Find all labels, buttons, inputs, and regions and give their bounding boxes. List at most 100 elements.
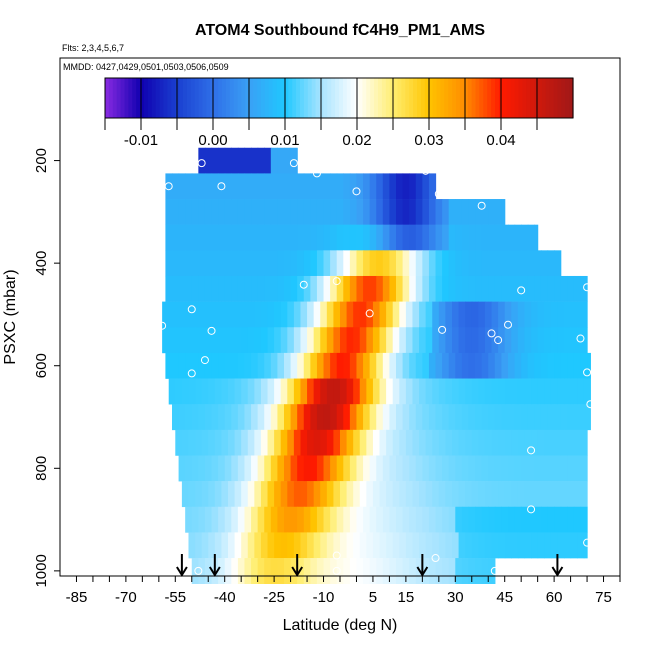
heatmap-cell (336, 506, 344, 533)
heatmap-cell (547, 506, 555, 533)
observation-point (487, 329, 496, 338)
heatmap-cell (491, 532, 499, 559)
heatmap-cell (310, 558, 318, 584)
heatmap-cell (211, 250, 219, 277)
heatmap-cell (297, 352, 305, 379)
colorbar-swatch (249, 78, 254, 118)
heatmap-cell (218, 455, 226, 482)
colorbar-tick-label: 0.03 (414, 132, 443, 149)
heatmap-cell (550, 481, 559, 508)
heatmap-cell (372, 327, 381, 354)
colorbar-swatch (358, 78, 363, 118)
heatmap-cell (419, 378, 427, 405)
colorbar-swatch (424, 78, 430, 118)
heatmap-cell (251, 558, 259, 584)
heatmap-cell (303, 173, 311, 200)
observation-point (576, 334, 585, 343)
x-axis: -85 -70 -55 -40 -25 -10 5 15 30 45 60 75 (66, 575, 621, 606)
heatmap-cell (323, 558, 331, 584)
heatmap-cell (297, 224, 305, 251)
heatmap-cell (287, 532, 295, 559)
colorbar-swatch (448, 78, 453, 118)
heatmap-cell (303, 558, 311, 584)
heatmap-cell (346, 429, 354, 456)
heatmap-cell (280, 327, 288, 354)
heatmap-cell (277, 224, 285, 251)
heatmap-cell (484, 327, 493, 354)
heatmap-cell (290, 455, 298, 482)
heatmap-cell (564, 532, 572, 559)
heatmap-cell (564, 378, 572, 405)
heatmap-cell (435, 506, 443, 533)
heatmap-cell (211, 455, 219, 482)
heatmap-cell (419, 532, 427, 559)
heatmap-cell (567, 352, 575, 379)
heatmap-cell (320, 429, 328, 456)
heatmap-cell (264, 224, 272, 251)
heatmap-cells (162, 147, 591, 584)
heatmap-cell (343, 404, 351, 431)
heatmap-cell (419, 301, 427, 328)
heatmap-cell (172, 275, 180, 302)
heatmap-cell (274, 301, 282, 328)
heatmap-cell (550, 378, 559, 405)
heatmap-cell (458, 481, 466, 508)
heatmap-cell (514, 250, 522, 277)
heatmap-cell (564, 301, 572, 328)
heatmap-cell (191, 404, 199, 431)
heatmap-cell (280, 481, 288, 508)
colorbar-swatch (323, 78, 328, 118)
colorbar-swatch (471, 78, 477, 118)
heatmap-cell (475, 250, 483, 277)
heatmap-cell (274, 532, 282, 559)
heatmap-cell (537, 532, 545, 559)
heatmap-cell (550, 429, 559, 456)
heatmap-cell (231, 173, 239, 200)
heatmap-cell (349, 275, 358, 302)
heatmap-cell (465, 301, 473, 328)
heatmap-cell (554, 352, 562, 379)
heatmap-cell (498, 378, 506, 405)
heatmap-cell (172, 250, 180, 277)
heatmap-cell (303, 455, 311, 482)
colorbar-swatch (553, 78, 558, 118)
heatmap-cell (208, 327, 216, 354)
colorbar-swatch (495, 78, 500, 118)
colorbar-swatch (132, 78, 137, 118)
heatmap-cell (181, 301, 190, 328)
heatmap-cell (237, 173, 246, 200)
heatmap-cell (389, 404, 397, 431)
heatmap-cell (409, 199, 417, 225)
heatmap-cell (218, 173, 226, 200)
heatmap-cell (494, 275, 503, 302)
heatmap-cell (517, 532, 526, 559)
colorbar-swatch (342, 78, 348, 118)
colorbar-swatch (233, 78, 239, 118)
heatmap-cell (221, 481, 229, 508)
heatmap-cell (461, 224, 470, 251)
heatmap-cell (475, 506, 483, 533)
heatmap-cell (178, 275, 186, 302)
heatmap-cell (310, 404, 318, 431)
heatmap-cell (320, 327, 328, 354)
heatmap-cell (402, 404, 410, 431)
heatmap-cell (175, 429, 183, 456)
heatmap-cell (241, 532, 249, 559)
heatmap-cell (527, 224, 535, 251)
colorbar-swatch (436, 78, 441, 118)
heatmap-cell (251, 404, 259, 431)
heatmap-cell (257, 199, 265, 225)
heatmap-cell (564, 481, 572, 508)
observation-point (352, 187, 361, 196)
heatmap-cell (412, 378, 420, 405)
heatmap-cell (422, 455, 430, 482)
heatmap-cell (534, 352, 542, 379)
heatmap-cell (181, 429, 190, 456)
heatmap-cell (349, 404, 358, 431)
heatmap-cell (573, 352, 582, 379)
heatmap-cell (392, 532, 400, 559)
heatmap-cell (379, 429, 387, 456)
heatmap-cell (409, 352, 417, 379)
heatmap-cell (191, 506, 199, 533)
heatmap-cell (346, 378, 354, 405)
